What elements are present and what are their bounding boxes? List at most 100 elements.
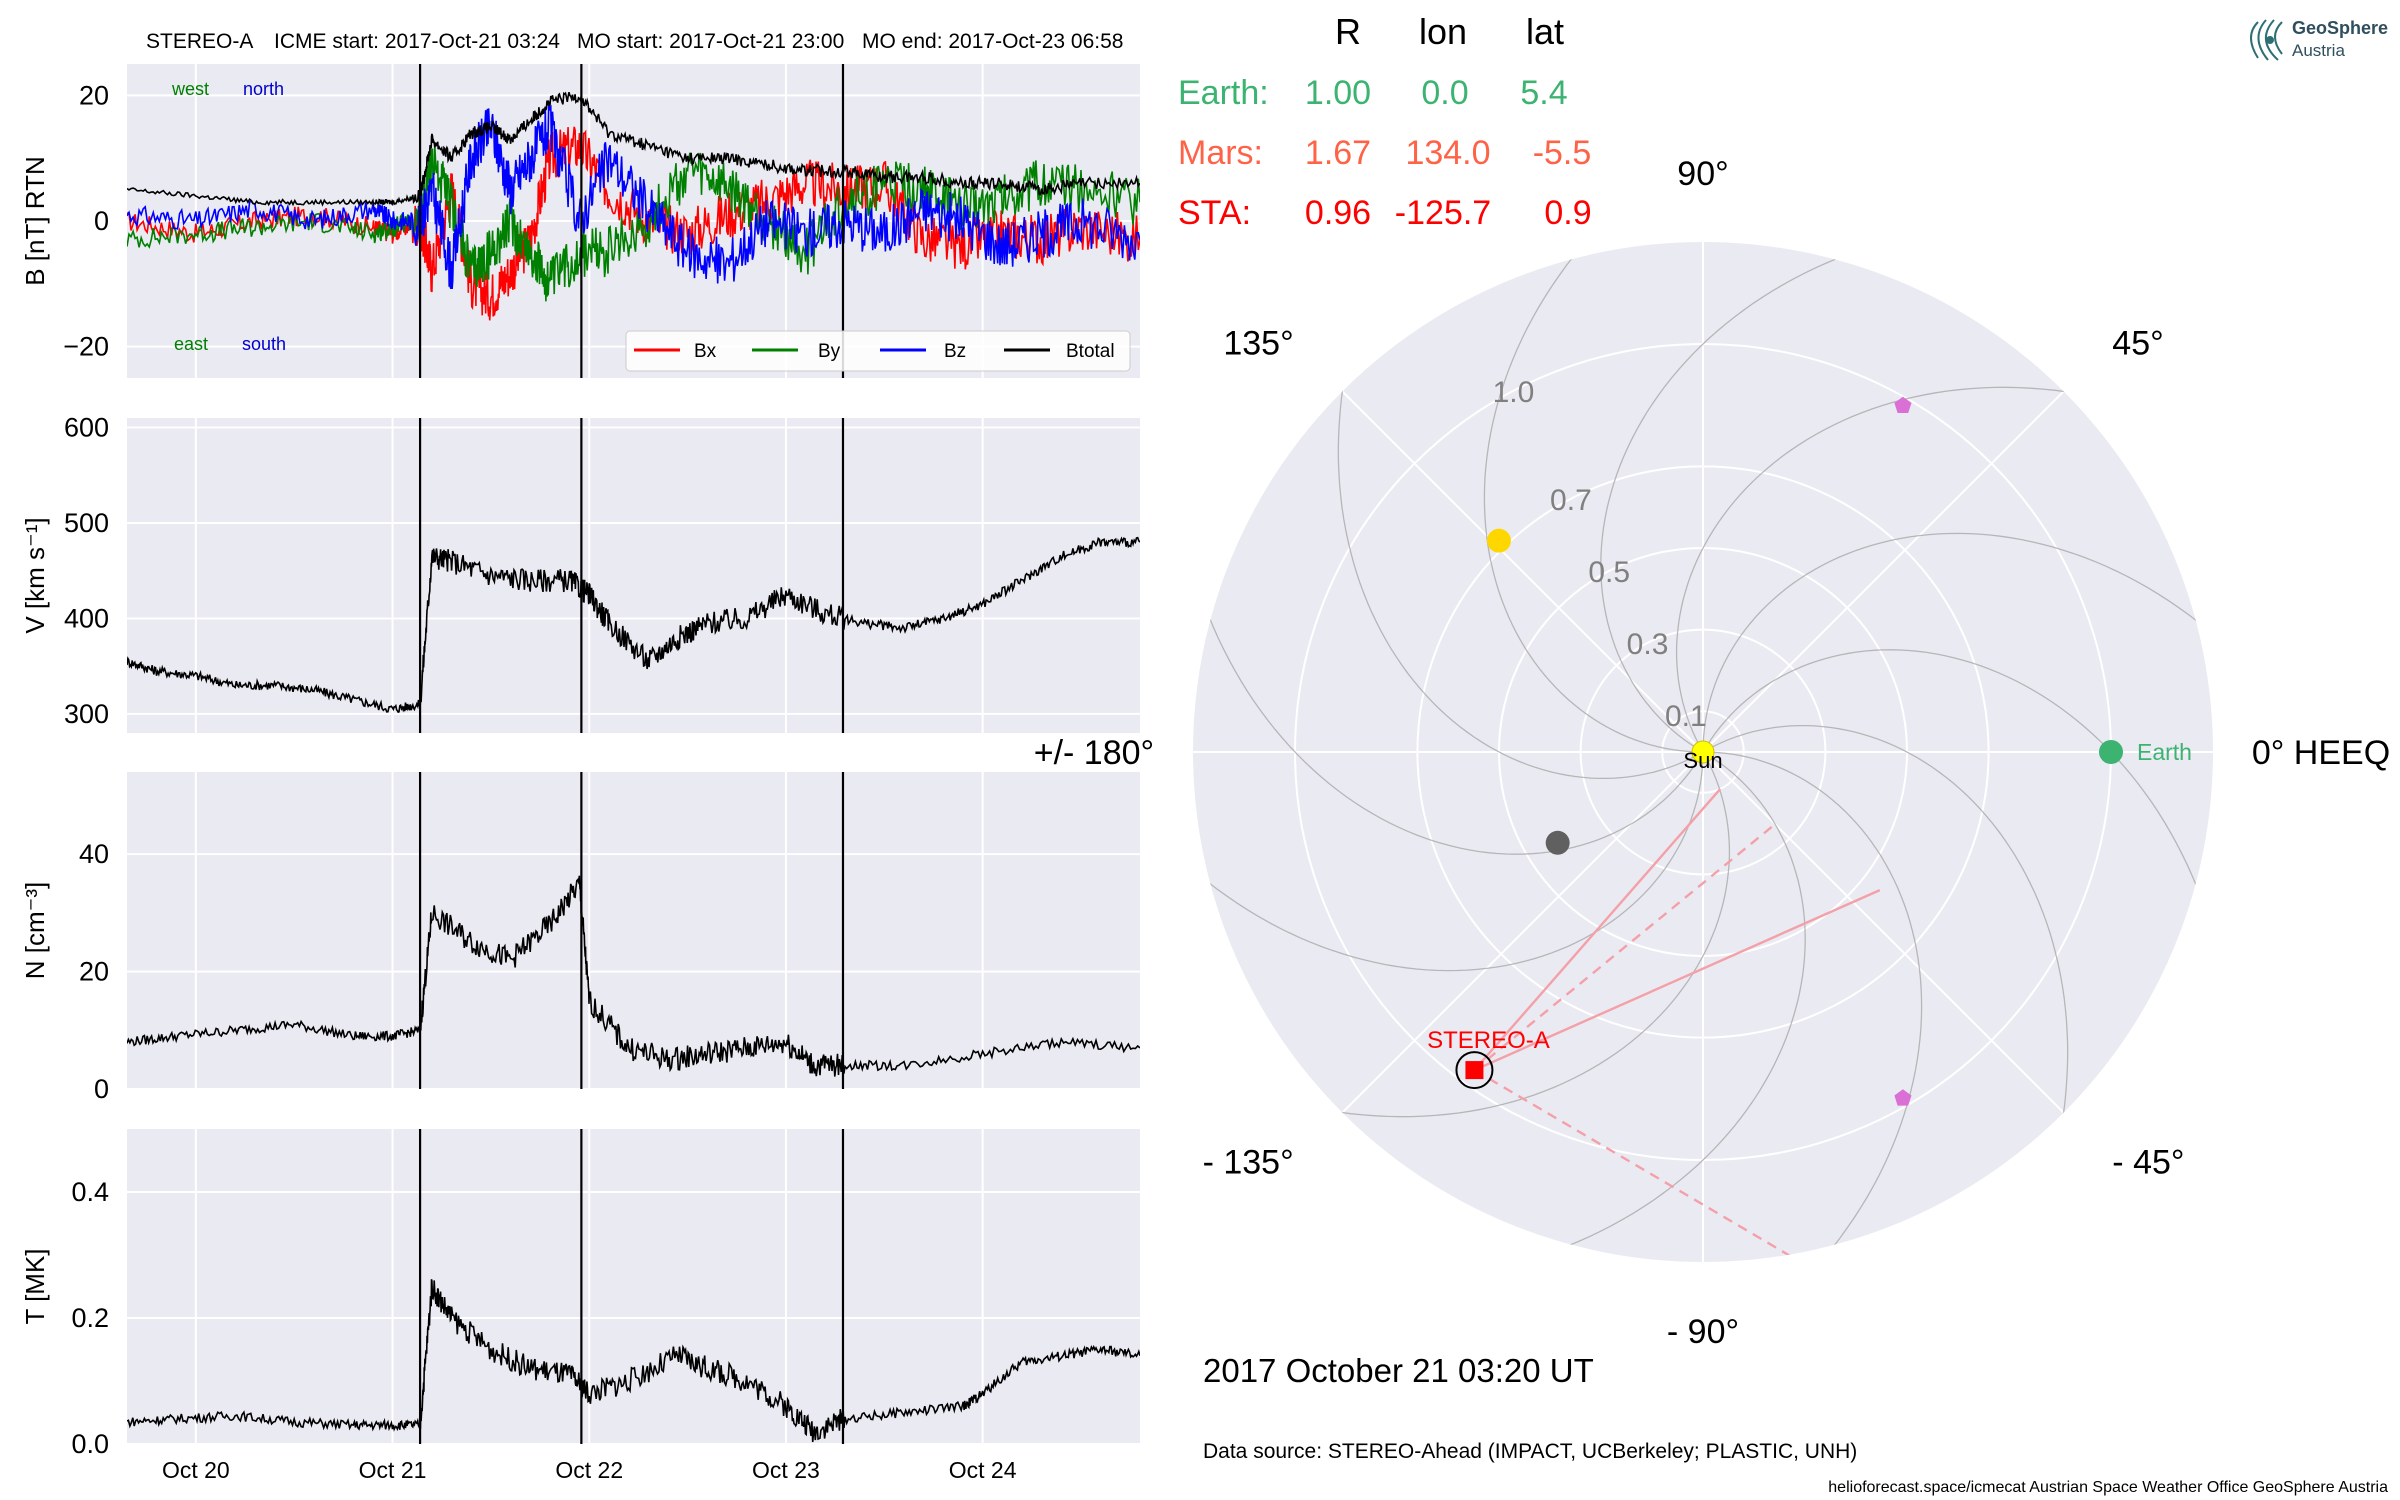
header-mo-start: MO start: 2017-Oct-21 23:00 <box>577 30 844 53</box>
row-earth-lat: 5.4 <box>1520 74 1567 112</box>
annotation-south: south <box>242 334 286 354</box>
ytick-label-t-1: 0.2 <box>71 1303 109 1333</box>
ytick-label-v-2: 400 <box>64 603 109 633</box>
table-header-r: R <box>1335 11 1361 52</box>
angle-label-1: 45° <box>2112 325 2163 363</box>
stereo-a-ring <box>1455 1051 1494 1090</box>
legend-label-btotal: Btotal <box>1066 341 1115 362</box>
stereo-a-marker <box>1465 1061 1484 1080</box>
probe-2-marker <box>1894 1089 1912 1106</box>
logo-line1: GeoSphere <box>2292 18 2388 38</box>
radial-label-1: 0.3 <box>1627 628 1669 661</box>
parker-spiral-line <box>1702 649 2213 1059</box>
probe-1-marker <box>1894 396 1912 413</box>
series-bz-line <box>127 100 1140 290</box>
angular-spoke <box>1341 390 1704 753</box>
ytick-label-b-0: 20 <box>79 80 109 110</box>
angle-label-2: 0° HEEQ <box>2252 734 2390 772</box>
parker-spiral-line <box>1600 242 2010 753</box>
sta-fov-lines <box>1473 788 1881 1262</box>
row-earth-name: Earth: <box>1178 74 1269 112</box>
annotation-east: east <box>174 334 208 354</box>
ytick-label-n-1: 20 <box>79 957 109 987</box>
table-header-lon: lon <box>1419 11 1467 52</box>
mercury-marker <box>1545 830 1570 855</box>
timestamp: 2017 October 21 03:20 UT <box>1203 1352 1594 1389</box>
ylabel-t: T [MK] <box>20 1248 50 1324</box>
parker-spiral-line <box>1675 386 2213 753</box>
logo-swirl-icon <box>2250 19 2283 61</box>
ylabel-v: V [km s⁻¹] <box>20 517 50 633</box>
b-legend: Bx By Bz Btotal <box>625 330 1131 372</box>
series-v-line <box>127 536 1140 714</box>
ytick-label-v-0: 600 <box>64 413 109 443</box>
xtick-label-3: Oct 23 <box>752 1457 820 1483</box>
ytick-label-b-2: −20 <box>63 332 109 362</box>
panel-b: 20 0 −20 B [nT] RTN <box>20 64 1140 378</box>
parker-spiral-line <box>1193 751 1704 972</box>
earth-label: Earth <box>2137 739 2192 765</box>
ytick-label-t-2: 0.0 <box>71 1429 109 1459</box>
parker-spiral-line <box>1483 242 1704 753</box>
row-sta-r: 0.96 <box>1305 194 1371 232</box>
ylabel-b: B [nT] RTN <box>20 156 50 286</box>
angle-label-4: - 90° <box>1667 1313 1739 1351</box>
panel-n-background <box>127 772 1140 1089</box>
legend-label-by: By <box>818 341 841 362</box>
fov-line-2 <box>1473 823 1776 1072</box>
ytick-label-n-0: 40 <box>79 839 109 869</box>
xtick-label-1: Oct 21 <box>359 1457 427 1483</box>
sun-label: Sun <box>1683 748 1722 773</box>
table-header-lat: lat <box>1526 11 1564 52</box>
logo-line2: Austria <box>2292 41 2345 60</box>
ylabel-n: N [cm⁻³] <box>20 882 50 980</box>
sun-marker <box>1691 740 1715 764</box>
panel-n: 40 20 0 N [cm⁻³] <box>20 772 1140 1104</box>
annotation-north: north <box>243 79 284 99</box>
data-source: Data source: STEREO-Ahead (IMPACT, UCBer… <box>1203 1440 1857 1463</box>
fov-line-1 <box>1473 889 1881 1072</box>
stereo-a-label: STEREO-A <box>1427 1027 1550 1054</box>
angle-label-0: 90° <box>1677 155 1728 193</box>
row-earth-r: 1.00 <box>1305 74 1371 112</box>
row-mars-lat: -5.5 <box>1533 134 1592 172</box>
angle-label-5: - 135° <box>1203 1143 1294 1181</box>
parker-spiral-line <box>1702 751 1923 1262</box>
ytick-label-t-0: 0.4 <box>71 1177 109 1207</box>
parker-spiral-line <box>1337 242 1704 780</box>
credits: helioforecast.space/icmecat Austrian Spa… <box>1828 1479 2388 1496</box>
row-sta-lon: -125.7 <box>1395 194 1491 232</box>
row-earth-lon: 0.0 <box>1421 74 1468 112</box>
xtick-label-4: Oct 24 <box>949 1457 1017 1483</box>
earth-marker <box>2099 740 2123 764</box>
row-mars-lon: 134.0 <box>1405 134 1490 172</box>
angle-label-6: +/- 180° <box>1034 734 1154 772</box>
parker-spiral-line <box>1193 445 1704 855</box>
xtick-label-0: Oct 20 <box>162 1457 230 1483</box>
panel-t-background <box>127 1129 1140 1444</box>
header-spacecraft: STEREO-A <box>146 30 253 53</box>
row-mars-name: Mars: <box>1178 134 1263 172</box>
geosphere-logo: GeoSphere Austria <box>2250 18 2388 61</box>
radial-label-0: 0.1 <box>1665 700 1707 733</box>
row-sta-name: STA: <box>1178 194 1251 232</box>
angular-spoke <box>1341 751 1704 1114</box>
parker-spiral-line <box>1702 724 2069 1262</box>
legend-label-bz: Bz <box>944 341 966 362</box>
angular-spoke <box>1702 751 2065 1114</box>
row-sta-lat: 0.9 <box>1544 194 1591 232</box>
position-table: R lon lat Earth: 1.00 0.0 5.4 Mars: 1.67… <box>1178 11 1592 232</box>
parker-spirals <box>1193 242 2213 1262</box>
parker-spiral-line <box>1193 751 1731 1118</box>
panel-t: 0.4 0.2 0.0 T [MK] <box>20 1129 1140 1459</box>
series-btotal-line <box>127 91 1140 207</box>
ytick-label-n-2: 0 <box>94 1074 109 1104</box>
angular-spoke <box>1702 390 2065 753</box>
ytick-label-v-1: 500 <box>64 508 109 538</box>
ytick-label-v-3: 300 <box>64 699 109 729</box>
series-n-line <box>127 875 1140 1077</box>
radial-label-3: 0.7 <box>1550 484 1592 517</box>
panel-v: 600 500 400 300 V [km s⁻¹] <box>20 413 1140 733</box>
timeseries-panels: 20 0 −20 B [nT] RTN 600 500 400 300 V [km s⁻¹] 40… <box>20 64 1140 1483</box>
